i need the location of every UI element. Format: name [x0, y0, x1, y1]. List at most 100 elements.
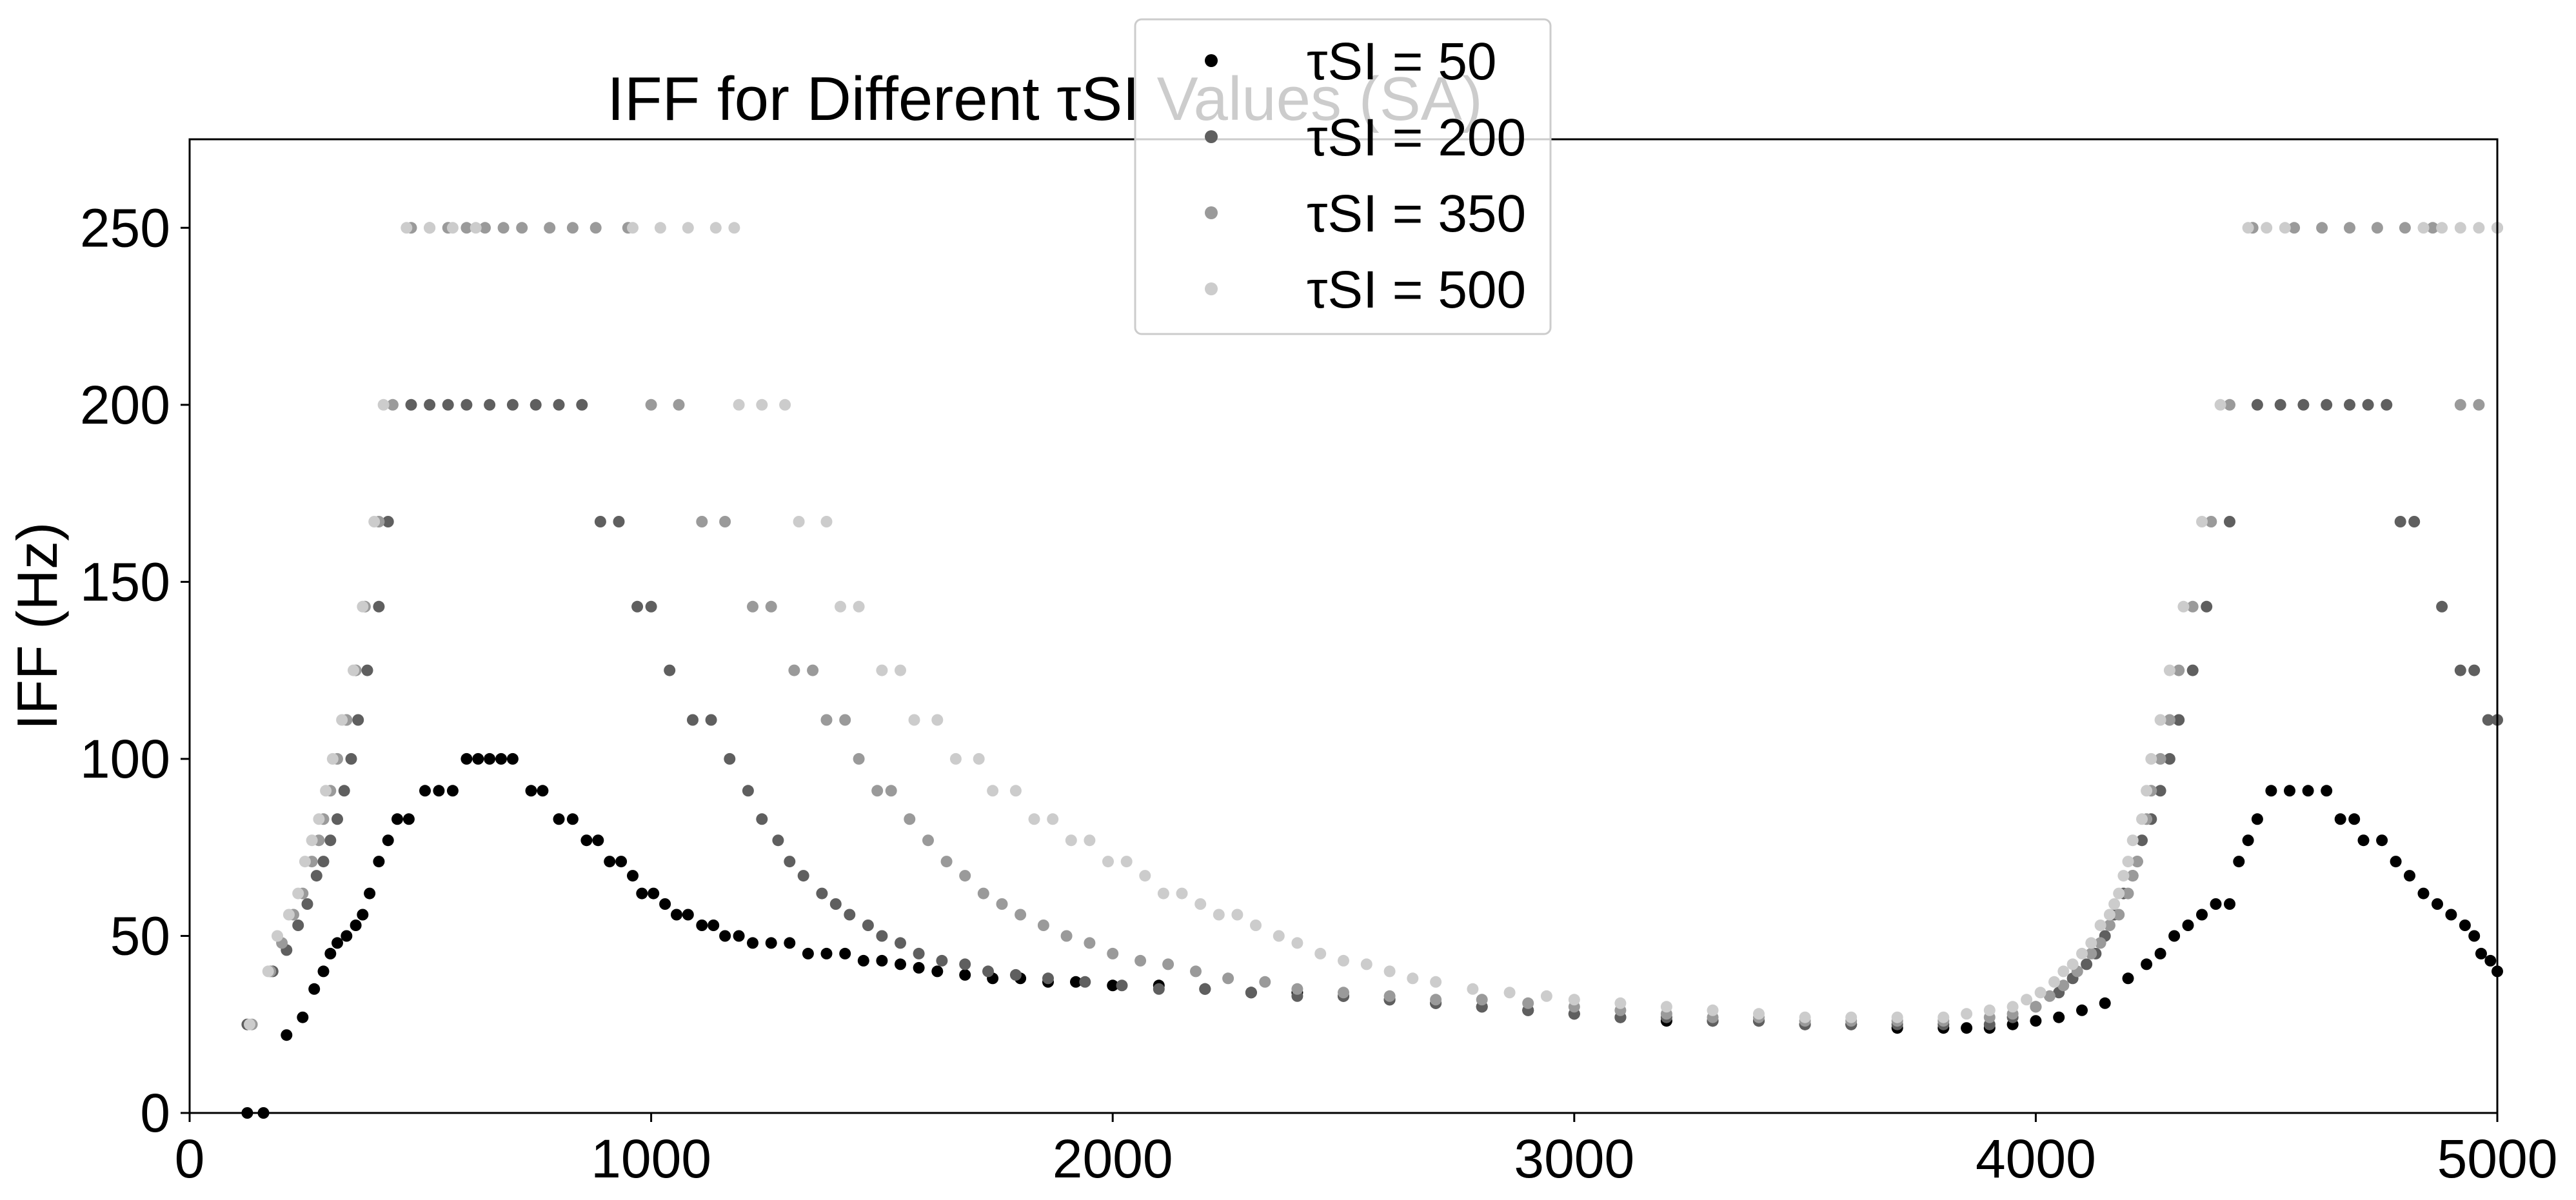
data-point: [2122, 887, 2134, 900]
data-point: [442, 398, 454, 411]
data-point: [1338, 987, 1349, 999]
data-point: [2348, 813, 2361, 825]
data-point: [2242, 834, 2254, 847]
data-point: [2122, 856, 2134, 868]
data-point: [2468, 930, 2481, 942]
data-point: [1291, 937, 1303, 949]
data-point: [2085, 947, 2097, 959]
data-point: [2302, 785, 2314, 797]
data-point: [2186, 600, 2199, 613]
data-point: [1250, 920, 1262, 931]
data-point: [2274, 398, 2286, 411]
data-point: [2201, 600, 2213, 613]
data-point: [2357, 834, 2370, 847]
data-point: [2126, 834, 2139, 847]
data-point: [2321, 398, 2333, 411]
data-point: [2233, 856, 2245, 868]
data-point: [895, 937, 906, 949]
data-point: [708, 920, 720, 931]
data-point: [1407, 972, 1419, 985]
data-point: [2436, 222, 2448, 234]
data-point: [816, 887, 828, 900]
data-point: [719, 930, 731, 942]
data-point: [2224, 898, 2235, 910]
data-point: [820, 714, 833, 726]
data-point: [1383, 965, 1396, 978]
data-point: [853, 752, 865, 765]
x-tick-label: 2000: [1053, 1128, 1173, 1189]
data-point: [594, 516, 606, 527]
data-point: [2454, 222, 2466, 234]
data-point: [2445, 909, 2457, 921]
data-point: [627, 222, 639, 234]
data-point: [350, 920, 362, 931]
data-point: [2468, 664, 2481, 676]
data-point: [324, 947, 337, 959]
data-point: [2094, 937, 2106, 949]
data-point: [876, 930, 888, 942]
data-point: [1107, 947, 1119, 959]
data-point: [959, 958, 971, 970]
data-point: [724, 752, 736, 765]
data-point: [664, 664, 676, 676]
data-point: [2154, 752, 2166, 765]
data-point: [604, 856, 616, 868]
data-point: [2030, 1015, 2042, 1027]
data-point: [2136, 834, 2148, 847]
data-point: [2168, 930, 2181, 942]
data-point: [338, 785, 350, 797]
data-point: [1153, 983, 1165, 995]
data-point: [659, 898, 671, 910]
data-point: [797, 870, 809, 882]
data-point: [671, 909, 682, 921]
data-point: [1231, 909, 1243, 921]
data-point: [1009, 969, 1022, 981]
data-point: [2376, 834, 2388, 847]
data-point: [765, 600, 777, 613]
data-point: [2163, 752, 2175, 765]
data-point: [779, 398, 791, 411]
data-point: [1084, 834, 1096, 847]
data-point: [1383, 990, 1396, 1002]
data-point: [364, 887, 376, 900]
data-point: [2043, 990, 2056, 1002]
data-point: [996, 898, 1008, 910]
data-point: [317, 856, 330, 868]
data-point: [2006, 1001, 2019, 1013]
data-point: [2057, 979, 2070, 992]
data-point: [2436, 600, 2448, 613]
legend-label: τSI = 500: [1307, 261, 1526, 319]
data-point: [959, 969, 971, 981]
legend-items: τSI = 50 τSI = 200 τSI = 350 τSI = 500: [1205, 32, 1526, 319]
data-point: [733, 398, 745, 411]
data-point: [2251, 398, 2263, 411]
data-point: [2251, 813, 2263, 825]
data-point: [2390, 856, 2402, 868]
data-point: [820, 516, 833, 527]
data-point: [2131, 856, 2143, 868]
data-point: [2076, 947, 2088, 959]
data-point: [336, 714, 348, 726]
data-point: [382, 834, 394, 847]
data-point: [357, 909, 369, 921]
data-point: [566, 813, 579, 825]
data-point: [2417, 887, 2430, 900]
data-point: [497, 222, 510, 234]
x-tick-label: 4000: [1976, 1128, 2096, 1189]
y-tick-label: 250: [80, 197, 170, 258]
x-tick-label: 0: [175, 1128, 205, 1189]
data-point: [2066, 958, 2079, 970]
data-point: [2288, 222, 2301, 234]
data-point: [1961, 1022, 1973, 1034]
data-point: [2426, 222, 2439, 234]
data-point: [424, 222, 436, 234]
data-point: [2154, 714, 2166, 726]
data-point: [1845, 1011, 1858, 1023]
data-point: [1430, 994, 1442, 1006]
data-point: [648, 887, 660, 900]
data-point: [2163, 664, 2175, 676]
data-point: [1194, 898, 1207, 910]
data-point: [2210, 898, 2222, 910]
data-point: [2141, 958, 2153, 970]
legend-box: [1134, 18, 1552, 335]
